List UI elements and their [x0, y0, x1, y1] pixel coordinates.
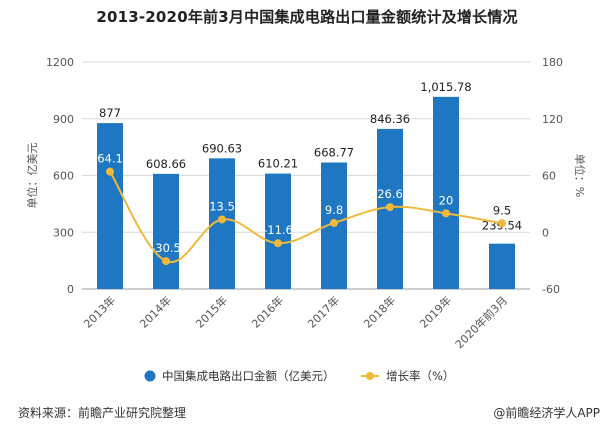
growth-value-label: 9.8: [325, 203, 343, 217]
bar-value-label: 610.21: [258, 157, 298, 171]
x-tick-label: 2017年: [305, 293, 342, 330]
bar-value-label: 846.36: [370, 112, 410, 126]
bar-value-label: 877: [99, 106, 121, 120]
y-left-tick-label: 1200: [46, 56, 74, 69]
y-right-tick-label: 180: [542, 56, 563, 69]
brand-note: @前瞻经济学人APP: [493, 406, 600, 420]
growth-point: [162, 257, 170, 266]
legend-bar-marker: [144, 370, 156, 382]
x-tick-label: 2015年: [193, 293, 230, 330]
bar: [489, 243, 515, 289]
growth-value-label: 26.6: [377, 187, 403, 201]
legend-line-dot: [366, 372, 374, 380]
chart-title: 2013-2020年前3月中国集成电路出口量金额统计及增长情况: [96, 8, 518, 26]
bar: [153, 173, 179, 289]
bar: [433, 96, 459, 289]
growth-point: [106, 167, 114, 176]
growth-value-label: 64.1: [97, 152, 123, 166]
y-right-tick-label: 60: [542, 170, 556, 183]
x-tick-label: 2016年: [249, 293, 286, 330]
y-left-tick-label: 0: [67, 283, 74, 296]
y-right-axis-label: 单位：%: [573, 154, 587, 197]
bar: [265, 173, 291, 289]
x-tick-label: 2018年: [361, 293, 398, 330]
source-note: 资料来源：前瞻产业研究院整理: [18, 406, 187, 420]
bar: [97, 123, 123, 289]
y-right-tick-label: 120: [542, 113, 563, 126]
y-left-tick-label: 900: [53, 113, 74, 126]
bar-value-label: 608.66: [146, 157, 186, 171]
legend-line-label: 增长率（%）: [386, 369, 454, 383]
growth-value-label: 9.5: [493, 203, 511, 217]
growth-value-label: 20: [439, 193, 454, 207]
growth-point: [386, 203, 394, 212]
x-tick-label: 2019年: [417, 293, 454, 330]
bar-value-label: 690.63: [202, 141, 242, 155]
y-left-tick-label: 300: [53, 226, 74, 239]
bar-value-label: 668.77: [314, 145, 354, 159]
growth-point: [330, 218, 338, 227]
x-tick-label: 2013年: [81, 293, 118, 330]
x-tick-label: 2020年前3月: [452, 293, 510, 351]
growth-point: [442, 209, 450, 218]
growth-value-label: -11.6: [263, 223, 293, 237]
x-tick-label: 2014年: [137, 293, 174, 330]
bar-value-label: 1,015.78: [420, 80, 471, 94]
y-left-tick-label: 600: [53, 170, 74, 183]
y-right-tick-label: -60: [542, 283, 560, 296]
growth-point: [498, 219, 506, 228]
y-left-axis-label: 单位：亿美元: [25, 143, 39, 209]
growth-value-label: -30.5: [151, 241, 181, 255]
growth-point: [218, 215, 226, 224]
growth-value-label: 13.5: [209, 199, 235, 213]
y-right-tick-label: 0: [542, 226, 549, 239]
legend-bar-label: 中国集成电路出口金额（亿美元）: [162, 369, 335, 383]
growth-point: [274, 239, 282, 248]
